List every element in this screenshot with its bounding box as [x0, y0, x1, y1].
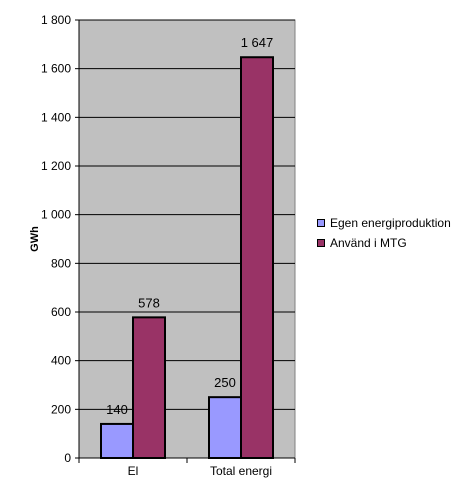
- y-tick-label: 1 200: [41, 159, 71, 173]
- y-tick-label: 1 800: [41, 13, 71, 27]
- legend: Egen energiproduktion Använd i MTG: [317, 213, 472, 253]
- legend-swatch-series-2: [317, 239, 325, 247]
- x-category-label: Total energi: [210, 464, 272, 478]
- y-tick-label: 600: [51, 305, 71, 319]
- legend-swatch-series-1: [317, 219, 325, 227]
- y-tick-label: 1 000: [41, 208, 71, 222]
- data-label: 140: [106, 402, 128, 417]
- x-axis-categories: El Total energi: [78, 458, 296, 478]
- y-tick-label: 1 400: [41, 110, 71, 124]
- y-axis-label: GWh: [29, 226, 41, 252]
- bar: [240, 56, 274, 459]
- legend-label-series-1: Egen energiproduktion: [330, 216, 451, 230]
- x-category-label: El: [128, 464, 139, 478]
- data-labels: 140 578 250 1 647: [106, 35, 273, 417]
- y-tick-label: 200: [51, 402, 71, 416]
- bar: [132, 316, 166, 459]
- y-tick-label: 0: [64, 451, 71, 465]
- y-tick-label: 400: [51, 354, 71, 368]
- legend-label-series-2: Använd i MTG: [330, 236, 407, 250]
- data-label: 1 647: [241, 35, 274, 50]
- data-label: 578: [138, 295, 160, 310]
- bar: [100, 422, 134, 459]
- data-label: 250: [214, 375, 236, 390]
- y-axis-ticks: 0 200 400 600 800 1 000 1 200 1 400 1 600 1 800: [41, 13, 79, 465]
- legend-item-egen-energiproduktion: Egen energiproduktion: [317, 213, 472, 233]
- y-tick-label: 800: [51, 256, 71, 270]
- bar: [208, 396, 242, 459]
- legend-item-anvand-i-mtg: Använd i MTG: [317, 233, 472, 253]
- y-tick-label: 1 600: [41, 62, 71, 76]
